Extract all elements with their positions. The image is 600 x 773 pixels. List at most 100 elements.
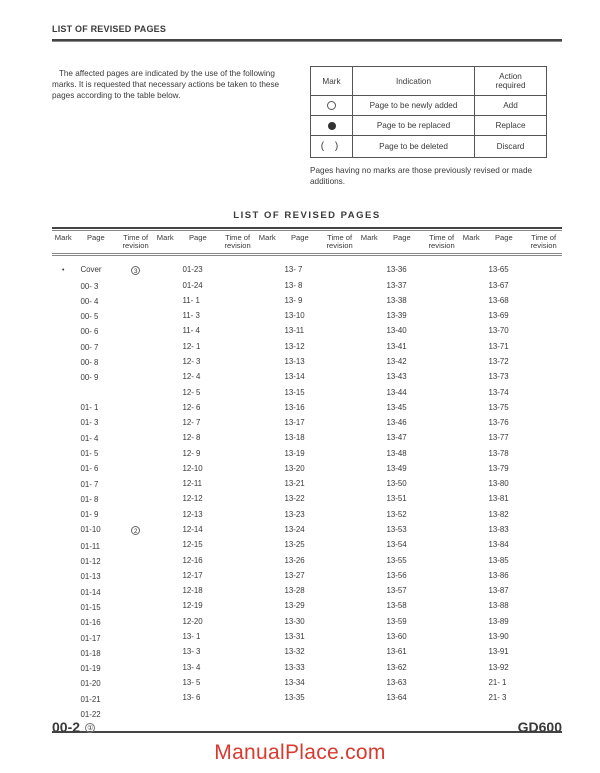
rev-table-body: •Cover300- 300- 400- 500- 600- 700- 800-… bbox=[52, 255, 562, 731]
rev-row: 13-80 bbox=[460, 477, 562, 492]
rev-head-cell: Time of revision bbox=[219, 234, 256, 250]
rev-cell-mark bbox=[358, 373, 380, 381]
rev-cell-mark bbox=[52, 465, 74, 473]
rev-row: 01-23 bbox=[154, 263, 256, 278]
rev-cell-rev bbox=[219, 312, 256, 320]
rev-cell-mark bbox=[358, 633, 380, 641]
rev-cell-rev bbox=[117, 619, 154, 627]
rev-cell-page: 21- 3 bbox=[482, 694, 525, 702]
rev-row: 13- 1 bbox=[154, 629, 256, 644]
rev-row: 13-13 bbox=[256, 354, 358, 369]
rev-row: 21- 3 bbox=[460, 690, 562, 705]
rev-cell-mark bbox=[256, 266, 278, 274]
rev-cell-mark bbox=[52, 589, 74, 597]
rev-cell-page: 13-79 bbox=[482, 465, 525, 473]
rev-cell-rev bbox=[117, 404, 154, 412]
rev-cell-page: 13-28 bbox=[278, 587, 321, 595]
rev-cell-mark bbox=[154, 526, 176, 534]
rev-row: 00- 3 bbox=[52, 279, 154, 294]
rev-cell-mark bbox=[256, 327, 278, 335]
rev-cell-page: 13-76 bbox=[482, 419, 525, 427]
rev-cell-page: 12- 3 bbox=[176, 358, 219, 366]
rev-cell-rev bbox=[321, 480, 358, 488]
rev-cell-mark bbox=[256, 664, 278, 672]
rev-cell-rev bbox=[423, 327, 460, 335]
rev-cell-mark bbox=[256, 419, 278, 427]
rev-cell-page: 13-38 bbox=[380, 297, 423, 305]
rev-cell-page: 01- 8 bbox=[74, 496, 117, 504]
rev-row: 13-88 bbox=[460, 599, 562, 614]
rev-cell-mark bbox=[358, 694, 380, 702]
rev-row: 13- 5 bbox=[154, 675, 256, 690]
mark-table: Mark Indication Action required Page to … bbox=[310, 66, 547, 158]
rev-cell-rev bbox=[117, 313, 154, 321]
rev-cell-page: 13-19 bbox=[278, 450, 321, 458]
rev-cell-page: 13- 9 bbox=[278, 297, 321, 305]
rev-cell-page: 13-26 bbox=[278, 557, 321, 565]
rev-cell-rev bbox=[321, 618, 358, 626]
rev-row: 01-17 bbox=[52, 631, 154, 646]
rev-cell-page: 12-17 bbox=[176, 572, 219, 580]
rev-cell-mark bbox=[256, 648, 278, 656]
rev-cell-mark bbox=[52, 374, 74, 382]
rev-cell-mark bbox=[358, 495, 380, 503]
rev-cell-page: 01-19 bbox=[74, 665, 117, 673]
rev-cell-mark: • bbox=[52, 266, 74, 275]
rev-row: 13-14 bbox=[256, 370, 358, 385]
rev-cell-mark bbox=[52, 344, 74, 352]
rev-cell-rev bbox=[423, 495, 460, 503]
rev-cell-page: 00- 9 bbox=[74, 374, 117, 382]
rev-row: 13-83 bbox=[460, 522, 562, 537]
rev-cell-rev bbox=[321, 327, 358, 335]
rev-cell-page: 13-54 bbox=[380, 541, 423, 549]
rev-cell-mark bbox=[460, 373, 482, 381]
rev-cell-rev bbox=[321, 389, 358, 397]
rev-cell-mark bbox=[358, 343, 380, 351]
rev-row: 13-37 bbox=[358, 278, 460, 293]
rev-cell-page: 13- 4 bbox=[176, 664, 219, 672]
rev-row: 13-58 bbox=[358, 599, 460, 614]
rev-cell-page: 13-52 bbox=[380, 511, 423, 519]
rev-cell-page: 13-67 bbox=[482, 282, 525, 290]
rev-cell-page: 12-18 bbox=[176, 587, 219, 595]
rev-row: 13- 6 bbox=[154, 690, 256, 705]
rev-row: 13-73 bbox=[460, 370, 562, 385]
rev-cell-rev bbox=[321, 526, 358, 534]
rev-cell-rev bbox=[423, 602, 460, 610]
section-header: LIST OF REVISED PAGES bbox=[52, 24, 562, 38]
rev-cell-page: 11- 4 bbox=[176, 327, 219, 335]
rev-cell-rev bbox=[321, 511, 358, 519]
rev-head-cell: Mark bbox=[256, 234, 278, 250]
rev-cell-mark bbox=[154, 480, 176, 488]
rev-cell-page: 00- 5 bbox=[74, 313, 117, 321]
rev-cell-page: 00- 8 bbox=[74, 359, 117, 367]
rev-cell-page: 13-37 bbox=[380, 282, 423, 290]
rev-cell-mark bbox=[52, 696, 74, 704]
rev-cell-rev bbox=[219, 434, 256, 442]
rev-row: 13-64 bbox=[358, 690, 460, 705]
rev-cell-mark bbox=[154, 465, 176, 473]
rev-cell-rev bbox=[321, 664, 358, 672]
rev-cell-rev bbox=[219, 327, 256, 335]
rev-cell-rev bbox=[117, 344, 154, 352]
rev-cell-page: 01-20 bbox=[74, 680, 117, 688]
rev-cell-mark bbox=[52, 313, 74, 321]
rev-cell-page: 13- 5 bbox=[176, 679, 219, 687]
rev-cell-page: 13-10 bbox=[278, 312, 321, 320]
rev-cell-page: 01-13 bbox=[74, 573, 117, 581]
rev-cell-page: 13-49 bbox=[380, 465, 423, 473]
rev-row: 13-67 bbox=[460, 278, 562, 293]
rev-head-cell: Page bbox=[278, 234, 321, 250]
rev-cell-mark bbox=[460, 312, 482, 320]
rev-row: 13-17 bbox=[256, 415, 358, 430]
rev-row: 11- 1 bbox=[154, 293, 256, 308]
rev-cell-page: 13-77 bbox=[482, 434, 525, 442]
rev-cell-page: 13-17 bbox=[278, 419, 321, 427]
rev-row: 13-54 bbox=[358, 538, 460, 553]
rev-row: 13-20 bbox=[256, 461, 358, 476]
rev-cell-mark bbox=[460, 282, 482, 290]
rev-cell-mark bbox=[460, 587, 482, 595]
rev-cell-mark bbox=[154, 312, 176, 320]
rev-cell-rev bbox=[219, 587, 256, 595]
rev-cell-mark bbox=[256, 450, 278, 458]
